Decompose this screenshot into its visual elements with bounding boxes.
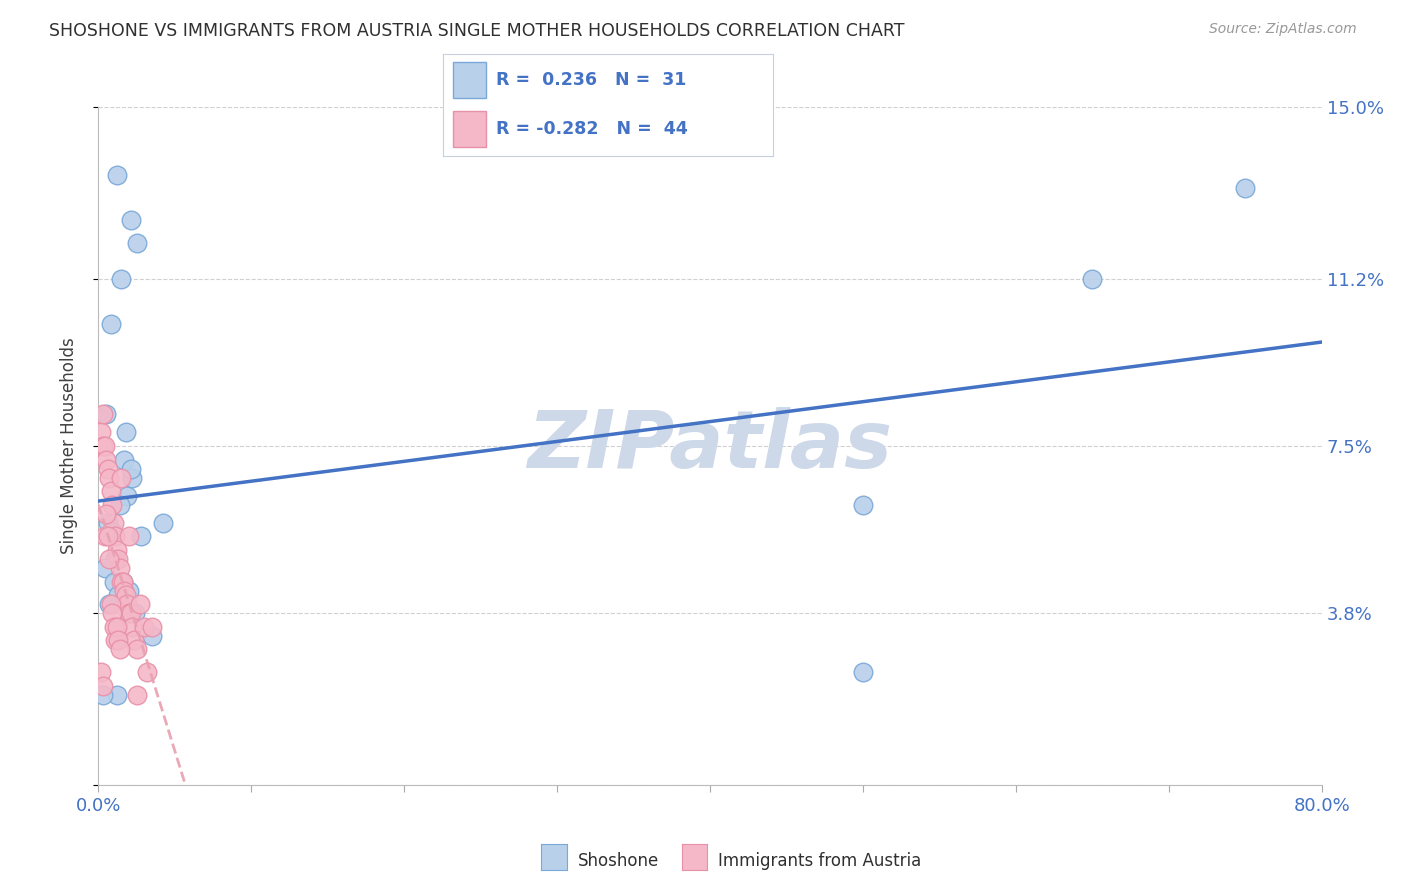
- Point: [104, 552, 127, 566]
- Point: [117, 597, 139, 611]
- Point: [91, 408, 114, 422]
- Point: [103, 516, 125, 530]
- Point: [105, 543, 128, 558]
- Point: [108, 642, 131, 657]
- Point: [141, 629, 163, 643]
- Point: [98, 470, 121, 484]
- Text: SHOSHONE VS IMMIGRANTS FROM AUSTRIA SINGLE MOTHER HOUSEHOLDS CORRELATION CHART: SHOSHONE VS IMMIGRANTS FROM AUSTRIA SING…: [49, 22, 904, 40]
- Point: [110, 272, 132, 286]
- Point: [91, 679, 114, 693]
- Point: [94, 408, 117, 422]
- Text: Immigrants from Austria: Immigrants from Austria: [718, 852, 922, 870]
- Point: [129, 529, 152, 543]
- Point: [108, 498, 131, 512]
- Point: [120, 606, 142, 620]
- Point: [100, 317, 122, 331]
- Point: [118, 583, 141, 598]
- Point: [97, 529, 120, 543]
- Point: [93, 561, 115, 575]
- Point: [100, 597, 122, 611]
- Point: [115, 588, 138, 602]
- Point: [98, 597, 121, 611]
- Point: [136, 665, 159, 679]
- Point: [112, 452, 135, 467]
- Point: [97, 516, 120, 530]
- Point: [94, 507, 117, 521]
- Point: [124, 606, 146, 620]
- Point: [100, 484, 122, 499]
- Point: [125, 642, 148, 657]
- Text: Source: ZipAtlas.com: Source: ZipAtlas.com: [1209, 22, 1357, 37]
- Point: [852, 498, 875, 512]
- Y-axis label: Single Mother Households: Single Mother Households: [59, 338, 77, 554]
- Point: [122, 633, 145, 648]
- Point: [121, 620, 143, 634]
- Bar: [453, 62, 486, 97]
- Point: [107, 552, 129, 566]
- Point: [152, 516, 174, 530]
- Point: [1234, 181, 1257, 195]
- Point: [141, 620, 163, 634]
- Point: [111, 574, 134, 589]
- Point: [97, 461, 120, 475]
- Point: [103, 620, 125, 634]
- Text: R =  0.236   N =  31: R = 0.236 N = 31: [496, 70, 686, 88]
- Point: [112, 583, 135, 598]
- Point: [120, 461, 142, 475]
- Point: [134, 620, 156, 634]
- Text: R = -0.282   N =  44: R = -0.282 N = 44: [496, 120, 688, 138]
- Point: [103, 574, 125, 589]
- Point: [105, 688, 128, 702]
- Point: [90, 425, 112, 440]
- Point: [121, 470, 143, 484]
- Point: [852, 665, 875, 679]
- Text: Shoshone: Shoshone: [578, 852, 659, 870]
- Point: [104, 633, 127, 648]
- Point: [110, 470, 132, 484]
- Point: [93, 529, 115, 543]
- Point: [101, 524, 124, 539]
- Point: [1081, 272, 1104, 286]
- Point: [125, 235, 148, 250]
- Point: [120, 213, 142, 227]
- Point: [128, 597, 150, 611]
- Point: [118, 529, 141, 543]
- Point: [98, 552, 121, 566]
- Point: [105, 620, 128, 634]
- Point: [94, 452, 117, 467]
- Point: [110, 574, 132, 589]
- Point: [105, 168, 128, 182]
- Point: [115, 425, 138, 440]
- Point: [93, 439, 115, 453]
- Point: [108, 561, 131, 575]
- Point: [111, 574, 134, 589]
- Point: [117, 489, 139, 503]
- Point: [101, 606, 124, 620]
- Point: [101, 498, 124, 512]
- Point: [91, 688, 114, 702]
- Point: [107, 588, 129, 602]
- Point: [104, 529, 127, 543]
- Point: [125, 688, 148, 702]
- Point: [90, 665, 112, 679]
- Point: [107, 633, 129, 648]
- Text: ZIPatlas: ZIPatlas: [527, 407, 893, 485]
- Point: [118, 606, 141, 620]
- Point: [91, 439, 114, 453]
- Bar: [453, 111, 486, 147]
